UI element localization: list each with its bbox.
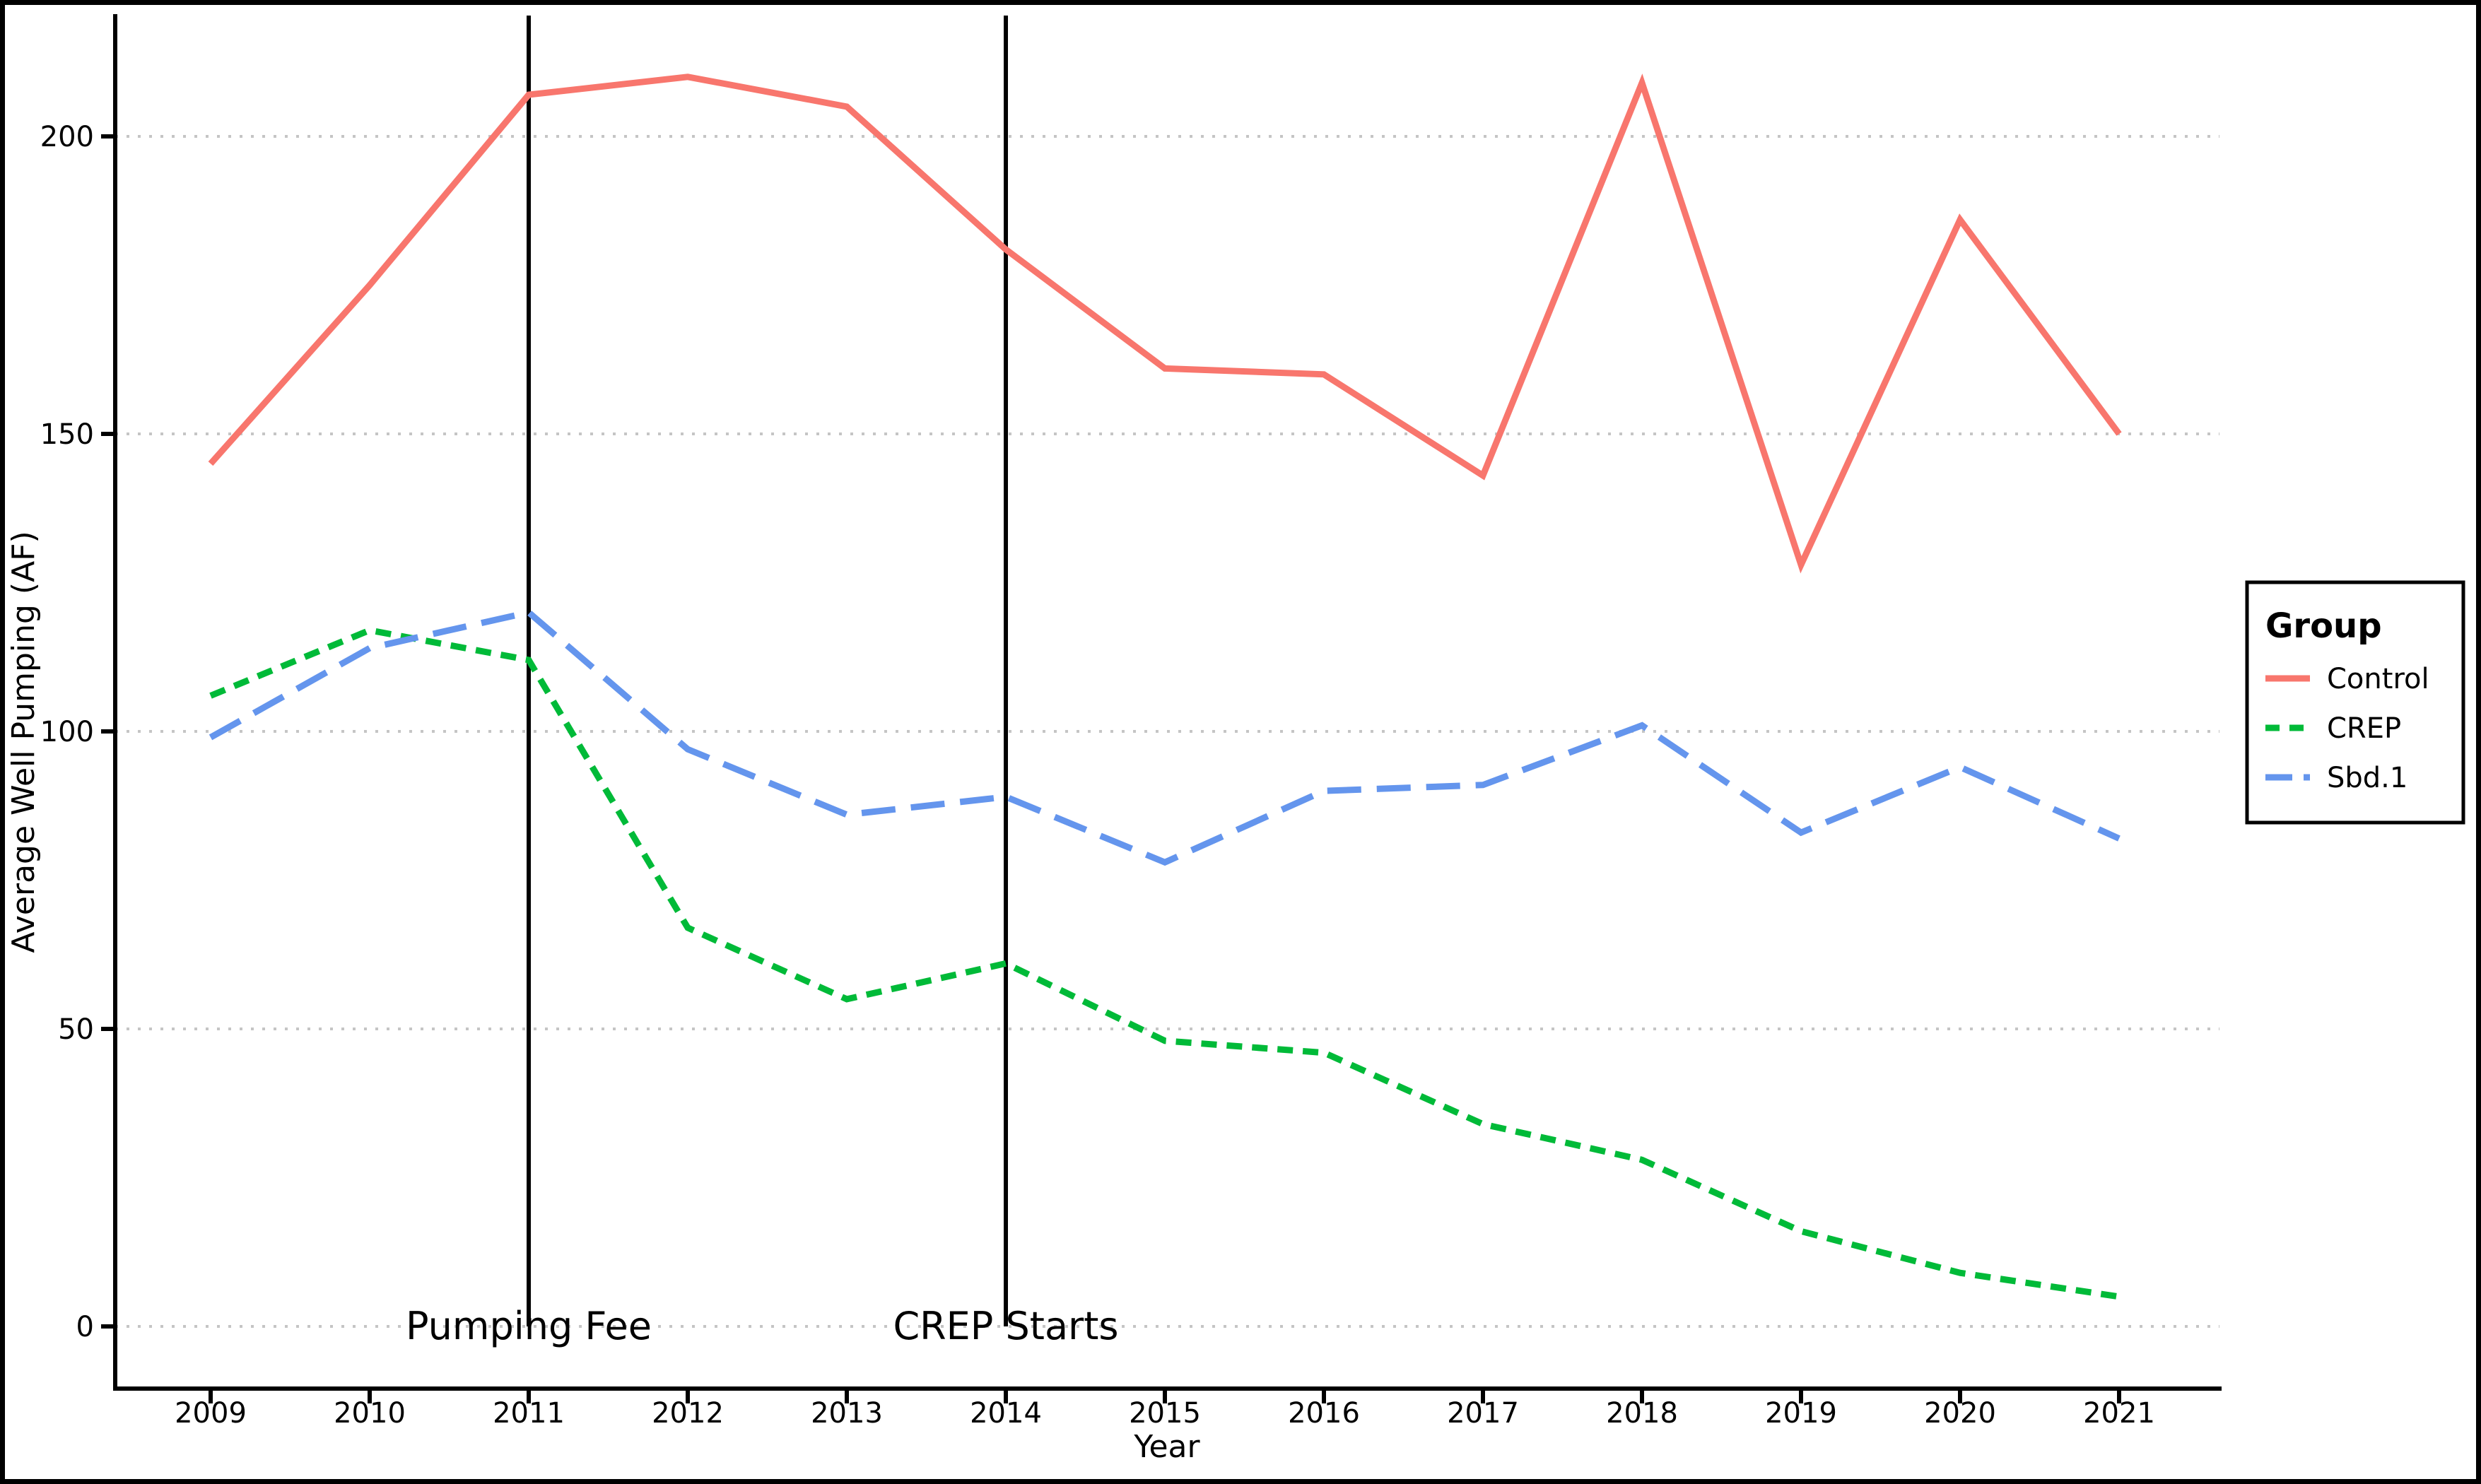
x-axis-title: Year bbox=[1133, 1429, 1200, 1465]
axis-ticks: 0 50 100 150 200 2009 2010 2011 2012 2013 2014 2015… bbox=[40, 121, 2155, 1430]
legend-title: Group bbox=[2265, 606, 2382, 646]
y-tick-label-100: 100 bbox=[40, 716, 94, 748]
legend-label-control: Control bbox=[2327, 663, 2429, 695]
annotation-label-pumping-fee: Pumping Fee bbox=[406, 1304, 652, 1348]
legend: Group Control CREP Sbd.1 bbox=[2245, 580, 2465, 825]
y-tick-label-0: 0 bbox=[76, 1311, 94, 1343]
x-tick-label-2011: 2011 bbox=[493, 1397, 565, 1430]
x-tick-label-2010: 2010 bbox=[334, 1397, 406, 1430]
x-tick-label-2013: 2013 bbox=[811, 1397, 883, 1430]
series-line-crep bbox=[209, 627, 2120, 1300]
gridlines bbox=[115, 135, 2219, 1328]
y-tick-label-50: 50 bbox=[58, 1013, 94, 1046]
x-tick-label-2009: 2009 bbox=[175, 1397, 247, 1430]
event-vlines bbox=[527, 16, 1008, 1326]
x-tick-label-2016: 2016 bbox=[1288, 1397, 1360, 1430]
x-tick-label-2012: 2012 bbox=[652, 1397, 724, 1430]
series-lines bbox=[208, 73, 2122, 1300]
legend-box bbox=[2245, 580, 2465, 825]
x-tick-label-2017: 2017 bbox=[1447, 1397, 1519, 1430]
y-tick-label-150: 150 bbox=[40, 418, 94, 451]
y-axis-title: Average Well Pumping (AF) bbox=[6, 531, 42, 953]
series-line-sbd-1 bbox=[209, 608, 2121, 866]
x-tick-label-2019: 2019 bbox=[1765, 1397, 1837, 1430]
y-tick-label-200: 200 bbox=[40, 121, 94, 153]
x-tick-label-2018: 2018 bbox=[1606, 1397, 1678, 1430]
legend-label-crep: CREP bbox=[2327, 712, 2401, 745]
x-tick-label-2014: 2014 bbox=[970, 1397, 1042, 1430]
legend-label-sbd1: Sbd.1 bbox=[2327, 762, 2407, 794]
annotation-label-crep-starts: CREP Starts bbox=[893, 1304, 1118, 1348]
x-tick-label-2015: 2015 bbox=[1129, 1397, 1201, 1430]
x-tick-label-2020: 2020 bbox=[1924, 1397, 1996, 1430]
series-line-control bbox=[208, 73, 2122, 574]
x-tick-label-2021: 2021 bbox=[2083, 1397, 2155, 1430]
